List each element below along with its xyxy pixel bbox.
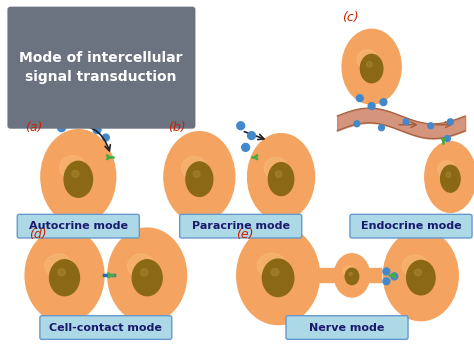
Circle shape bbox=[447, 119, 453, 125]
FancyBboxPatch shape bbox=[286, 316, 408, 339]
Ellipse shape bbox=[72, 170, 79, 177]
Ellipse shape bbox=[366, 61, 372, 67]
FancyBboxPatch shape bbox=[17, 214, 139, 238]
Ellipse shape bbox=[264, 157, 288, 179]
Ellipse shape bbox=[342, 29, 401, 104]
Circle shape bbox=[380, 99, 387, 106]
Ellipse shape bbox=[108, 228, 187, 323]
Ellipse shape bbox=[345, 268, 359, 285]
Ellipse shape bbox=[425, 141, 474, 213]
Circle shape bbox=[403, 119, 409, 125]
Circle shape bbox=[379, 125, 384, 131]
Text: (e): (e) bbox=[236, 227, 253, 240]
Ellipse shape bbox=[268, 162, 294, 196]
Ellipse shape bbox=[247, 134, 315, 220]
Ellipse shape bbox=[441, 165, 460, 192]
FancyBboxPatch shape bbox=[8, 7, 195, 129]
Ellipse shape bbox=[414, 269, 421, 276]
Ellipse shape bbox=[193, 170, 200, 177]
Circle shape bbox=[237, 122, 245, 130]
Ellipse shape bbox=[25, 228, 104, 323]
Text: (a): (a) bbox=[25, 121, 43, 134]
Text: Mode of intercellular
signal transduction: Mode of intercellular signal transductio… bbox=[19, 51, 182, 84]
Circle shape bbox=[102, 134, 109, 141]
Circle shape bbox=[368, 102, 375, 109]
Ellipse shape bbox=[357, 50, 377, 69]
Ellipse shape bbox=[60, 156, 86, 179]
Text: (d): (d) bbox=[29, 227, 47, 240]
Circle shape bbox=[428, 123, 434, 129]
Circle shape bbox=[354, 121, 360, 127]
Circle shape bbox=[58, 124, 65, 132]
Ellipse shape bbox=[334, 254, 370, 297]
Text: Autocrine mode: Autocrine mode bbox=[29, 221, 128, 231]
Ellipse shape bbox=[402, 255, 428, 278]
Ellipse shape bbox=[182, 157, 207, 179]
Circle shape bbox=[383, 268, 390, 275]
Ellipse shape bbox=[186, 162, 213, 196]
Circle shape bbox=[383, 278, 390, 285]
Ellipse shape bbox=[271, 268, 279, 276]
Ellipse shape bbox=[438, 161, 456, 179]
Ellipse shape bbox=[58, 269, 65, 276]
Ellipse shape bbox=[257, 253, 286, 278]
Ellipse shape bbox=[349, 272, 352, 276]
Text: Endocrine mode: Endocrine mode bbox=[361, 221, 461, 231]
Ellipse shape bbox=[50, 260, 80, 296]
Text: (b): (b) bbox=[168, 121, 185, 134]
Ellipse shape bbox=[407, 260, 435, 295]
Ellipse shape bbox=[128, 254, 155, 278]
Ellipse shape bbox=[164, 132, 235, 222]
Text: Nerve mode: Nerve mode bbox=[310, 323, 385, 333]
Ellipse shape bbox=[45, 254, 73, 278]
Circle shape bbox=[242, 144, 250, 151]
Ellipse shape bbox=[237, 226, 319, 325]
Text: (c): (c) bbox=[342, 11, 359, 24]
Ellipse shape bbox=[140, 269, 148, 276]
Circle shape bbox=[356, 95, 363, 102]
FancyArrowPatch shape bbox=[64, 125, 110, 151]
Text: Paracrine mode: Paracrine mode bbox=[191, 221, 290, 231]
Ellipse shape bbox=[132, 260, 162, 296]
Ellipse shape bbox=[446, 172, 451, 177]
Circle shape bbox=[247, 132, 255, 139]
Ellipse shape bbox=[383, 230, 458, 321]
Circle shape bbox=[93, 126, 101, 134]
Ellipse shape bbox=[275, 171, 282, 177]
Ellipse shape bbox=[343, 266, 356, 276]
Ellipse shape bbox=[64, 161, 92, 197]
Circle shape bbox=[391, 273, 398, 280]
Ellipse shape bbox=[263, 259, 294, 297]
Ellipse shape bbox=[360, 55, 383, 83]
FancyBboxPatch shape bbox=[350, 214, 472, 238]
Text: Cell-contact mode: Cell-contact mode bbox=[49, 323, 162, 333]
Circle shape bbox=[445, 136, 450, 141]
FancyBboxPatch shape bbox=[40, 316, 172, 339]
FancyBboxPatch shape bbox=[180, 214, 302, 238]
Ellipse shape bbox=[41, 130, 116, 224]
